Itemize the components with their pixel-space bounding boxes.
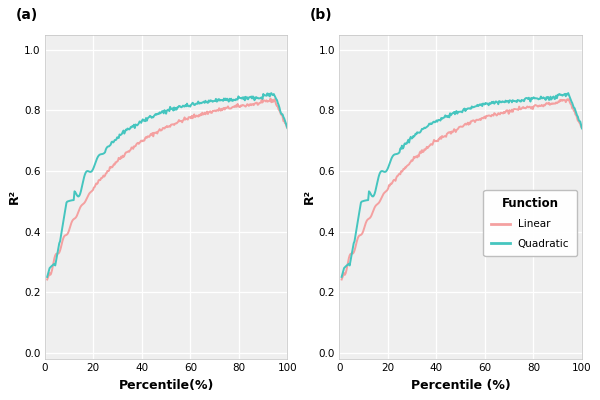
Legend: Linear, Quadratic: Linear, Quadratic (484, 190, 577, 256)
Y-axis label: R²: R² (303, 189, 316, 204)
Y-axis label: R²: R² (8, 189, 22, 204)
X-axis label: Percentile (%): Percentile (%) (410, 379, 511, 392)
Text: (b): (b) (310, 8, 333, 22)
Text: (a): (a) (16, 8, 38, 22)
X-axis label: Percentile(%): Percentile(%) (118, 379, 214, 392)
